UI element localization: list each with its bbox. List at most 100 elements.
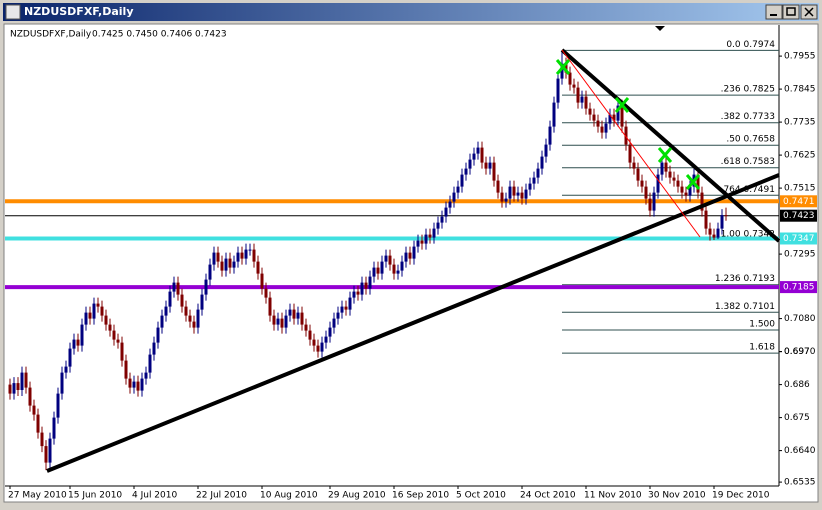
candle-body	[304, 324, 308, 331]
price-label-box	[780, 232, 817, 245]
x-tick-label: 16 Sep 2010	[392, 491, 449, 501]
candle-body	[208, 264, 212, 280]
y-tick-label: 0.686	[784, 380, 810, 390]
candle-body	[564, 63, 568, 73]
window-buttons[interactable]	[765, 4, 818, 20]
candle-body	[256, 261, 260, 274]
candle-body	[184, 306, 188, 316]
candle-body	[324, 336, 328, 343]
candle-body	[496, 180, 500, 193]
candle-body	[428, 234, 432, 238]
candle-body	[100, 306, 104, 316]
candle-body	[556, 78, 560, 103]
candle-body	[40, 432, 44, 447]
fib-label: .236 0.7825	[721, 85, 775, 95]
candle-body	[464, 168, 468, 175]
candle-body	[708, 228, 712, 235]
candle-body	[576, 87, 580, 103]
y-tick-label: 0.6640	[784, 446, 816, 456]
price-label: 0.7347	[783, 234, 815, 244]
candle-body	[412, 246, 416, 259]
candle-body	[84, 312, 88, 325]
candle-body	[68, 348, 72, 367]
fib-label: 0.0 0.7974	[726, 40, 775, 50]
candle-body	[612, 114, 616, 121]
candle-body	[596, 120, 600, 127]
candle-body	[440, 216, 444, 223]
candle-body	[24, 372, 28, 388]
y-tick-label: 0.7955	[784, 52, 816, 62]
candle-body	[528, 183, 532, 190]
x-tick-label: 27 May 2010	[8, 491, 67, 501]
candle-body	[400, 261, 404, 271]
candle-body	[636, 168, 640, 181]
candle-body	[52, 417, 56, 439]
fibonacci-levels: 0.0 0.7974 .236 0.7825 .382 0.7733 .50 0.76…	[562, 40, 779, 354]
x-markers	[555, 59, 701, 190]
candle-body	[684, 192, 688, 196]
x-tick-label: 30 Nov 2010	[648, 491, 706, 501]
y-tick-label: 0.7515	[784, 184, 816, 194]
candle-body	[204, 279, 208, 295]
maximize-button[interactable]	[782, 4, 800, 20]
candle-body	[316, 345, 320, 352]
candle-body	[28, 387, 32, 406]
candle-body	[416, 240, 420, 247]
candle-body	[104, 315, 108, 325]
candle-body	[92, 303, 96, 319]
ohlc-info: 0.7425 0.7450 0.7406 0.7423	[92, 30, 227, 40]
candle-body	[456, 186, 460, 193]
candle-body	[136, 381, 140, 391]
x-tick-label: 11 Nov 2010	[584, 491, 642, 501]
price-label-box	[780, 195, 817, 208]
candle-body	[224, 258, 228, 271]
minimize-button[interactable]	[765, 4, 783, 20]
candle-body	[644, 186, 648, 199]
candle-body	[8, 384, 12, 394]
candle-body	[220, 261, 224, 271]
candle-body	[392, 264, 396, 274]
candle-body	[660, 162, 664, 175]
candle-body	[568, 72, 572, 85]
candle-body	[140, 378, 144, 391]
candle-body	[192, 321, 196, 328]
fib-label: 1.00 0.7342	[721, 230, 775, 240]
candle-body	[560, 63, 564, 79]
candle-body	[552, 102, 556, 127]
fib-label: .618 0.7583	[721, 157, 775, 167]
candle-body	[44, 446, 48, 463]
price-label-box	[780, 209, 817, 222]
y-tick-label: 0.7845	[784, 85, 816, 95]
candle-body	[396, 270, 400, 274]
y-tick-label: 0.675	[784, 413, 810, 423]
candle-body	[116, 339, 120, 343]
candle-body	[688, 186, 692, 196]
candle-body	[540, 156, 544, 169]
candle-body	[152, 342, 156, 355]
candle-body	[516, 192, 520, 196]
candle-body	[616, 105, 620, 121]
candle-body	[284, 315, 288, 328]
candle-body	[56, 393, 60, 418]
candle-body	[296, 312, 300, 319]
candle-body	[16, 383, 20, 390]
candle-body	[288, 309, 292, 316]
x-tick-label: 15 Jun 2010	[68, 491, 122, 501]
candle-body	[276, 318, 280, 325]
candle-body	[620, 105, 624, 127]
candle-body	[716, 228, 720, 238]
y-tick-label: 0.7735	[784, 118, 816, 128]
candle-body	[460, 174, 464, 187]
candle-body	[96, 303, 100, 307]
candle-body	[240, 252, 244, 259]
candle-body	[12, 383, 16, 394]
candle-body	[696, 174, 700, 193]
candle-body	[344, 306, 348, 310]
drawings	[46, 48, 781, 473]
candle-body	[452, 192, 456, 202]
candle-body	[244, 249, 248, 259]
candle-body	[128, 378, 132, 388]
candle-body	[72, 339, 76, 349]
candle-body	[368, 276, 372, 289]
candle-body	[232, 261, 236, 268]
